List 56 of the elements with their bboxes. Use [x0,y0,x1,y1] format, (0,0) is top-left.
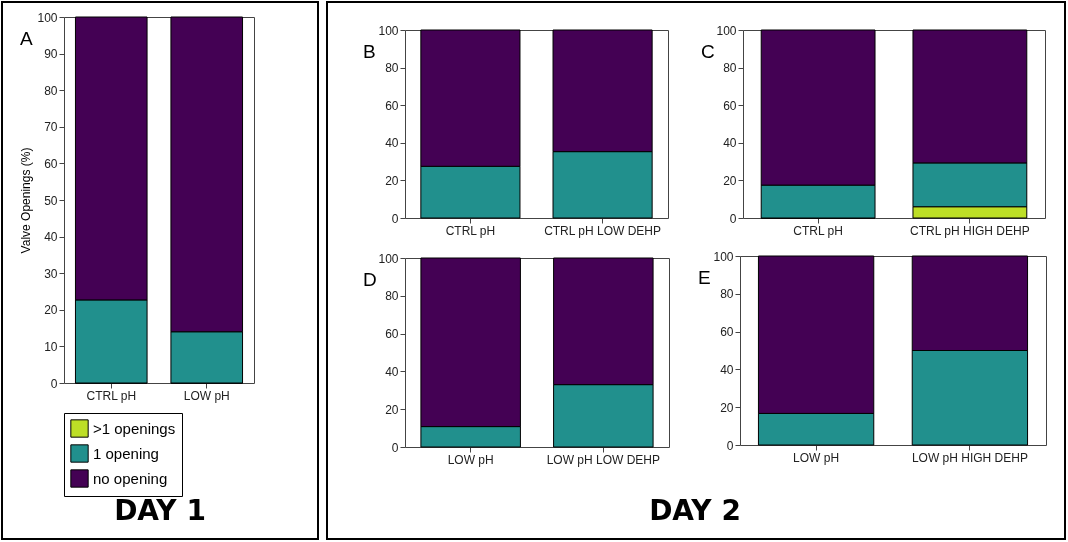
text: DAY 1 [114,494,206,527]
y-tick-label: 0 [50,376,58,391]
y-tick-label: 10 [44,339,58,354]
y-tick-label: 60 [385,98,399,113]
x-tick-label: CTRL pH LOW DEHP [544,223,662,238]
y-tick-label: 80 [385,61,399,76]
y-tick-label: 100 [378,23,399,38]
x-tick-label: CTRL pH [793,223,843,238]
y-tick-label: 80 [44,83,58,98]
y-tick-label: 40 [720,362,734,377]
y-tick-label: 80 [385,289,399,304]
y-tick-label: 80 [720,287,734,302]
text: D [363,269,377,290]
text: E [698,267,711,288]
x-tick-label: LOW pH HIGH DEHP [911,450,1028,465]
legend-label: >1 openings [93,419,176,437]
y-tick-label: 0 [729,211,737,226]
y-tick-label: 60 [44,156,58,171]
y-tick-label: 100 [713,249,734,264]
legend-label: 1 opening [93,444,159,462]
y-tick-label: 100 [378,251,399,266]
y-tick-label: 0 [391,211,399,226]
y-tick-label: 40 [385,364,399,379]
y-tick-label: 40 [723,136,737,151]
text: DAY 2 [649,494,741,527]
text: C [701,41,715,62]
text: B [363,41,376,62]
y-tick-label: 20 [44,303,58,318]
y-tick-label: 20 [720,400,734,415]
y-tick-label: 60 [723,98,737,113]
x-tick-label: LOW pH [793,450,840,465]
x-tick-label: LOW pH [183,388,230,403]
y-tick-label: 50 [44,193,58,208]
y-tick-label: 20 [385,173,399,188]
y-tick-label: 30 [44,266,58,281]
legend-label: no opening [93,469,168,487]
y-tick-label: 20 [385,402,399,417]
x-tick-label: LOW pH [447,452,494,467]
x-tick-label: CTRL pH HIGH DEHP [910,223,1030,238]
y-tick-label: 20 [723,173,737,188]
y-tick-label: 80 [723,61,737,76]
y-tick-label: 40 [44,230,58,245]
y-tick-label: 100 [37,10,58,25]
text: A [20,28,33,49]
y-tick-label: 0 [391,440,399,455]
y-tick-label: 100 [716,23,737,38]
y-tick-label: 60 [385,327,399,342]
y-tick-label: 40 [385,136,399,151]
x-tick-label: LOW pH LOW DEHP [546,452,661,467]
y-tick-label: 60 [720,325,734,340]
y-axis-title: Valve Openings (%) [19,147,34,254]
y-tick-label: 90 [44,47,58,62]
x-tick-label: CTRL pH [86,388,137,403]
y-tick-label: 0 [726,438,734,453]
x-tick-label: CTRL pH [445,223,496,238]
y-tick-label: 70 [44,120,58,135]
